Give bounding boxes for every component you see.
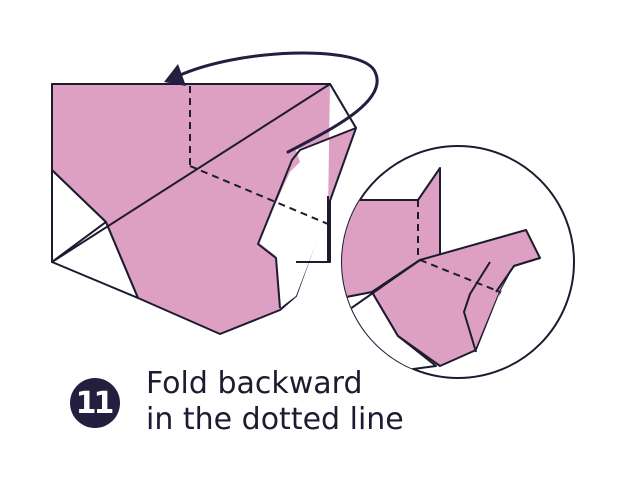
- zoom-diagonal-crease: [342, 259, 421, 317]
- paper-notch: [258, 84, 356, 308]
- instruction-text: Fold backward in the dotted line: [146, 366, 404, 438]
- zoom-notch: [476, 258, 540, 352]
- paper-right-edge: [329, 83, 357, 129]
- zoom-notch-edge: [463, 261, 491, 353]
- step-number: 11: [75, 385, 115, 421]
- detail-zoom-circle: [341, 145, 575, 379]
- step-number-badge: 11: [70, 378, 120, 428]
- paper-diagonal-crease: [51, 83, 331, 263]
- paper-notch-edge: [257, 127, 357, 309]
- paper-right-tab: [296, 196, 329, 263]
- fold-line-diagonal: [189, 165, 329, 225]
- origami-model: [51, 83, 357, 335]
- instruction-line-2: in the dotted line: [146, 402, 404, 437]
- instruction-line-1: Fold backward: [146, 366, 363, 401]
- zoom-fold-line-diagonal: [419, 259, 501, 293]
- fold-arrow-icon: [164, 51, 379, 154]
